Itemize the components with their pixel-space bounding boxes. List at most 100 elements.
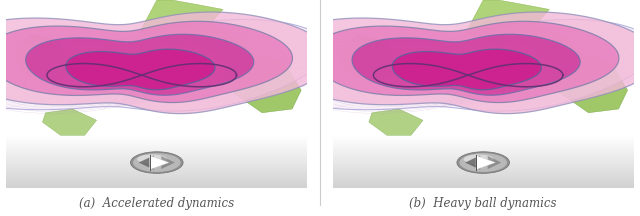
Polygon shape bbox=[392, 49, 541, 90]
Bar bbox=[6, 186, 307, 187]
Bar bbox=[6, 173, 307, 174]
Bar bbox=[6, 149, 307, 150]
Bar bbox=[333, 167, 634, 168]
Bar bbox=[6, 165, 307, 166]
Bar bbox=[6, 175, 307, 176]
Bar bbox=[333, 141, 634, 142]
Bar bbox=[6, 168, 307, 169]
Polygon shape bbox=[250, 19, 640, 111]
Bar bbox=[6, 177, 307, 178]
Bar bbox=[333, 175, 634, 176]
Bar bbox=[6, 178, 307, 179]
Polygon shape bbox=[139, 155, 154, 170]
Bar bbox=[6, 162, 307, 163]
Bar bbox=[333, 139, 634, 140]
Bar bbox=[333, 144, 634, 145]
Bar bbox=[333, 136, 634, 137]
Bar bbox=[333, 145, 634, 146]
Bar bbox=[333, 185, 634, 186]
Bar bbox=[6, 147, 307, 148]
Bar bbox=[333, 176, 634, 177]
Bar bbox=[6, 183, 307, 184]
Bar bbox=[333, 160, 634, 161]
Bar bbox=[333, 138, 634, 139]
Bar bbox=[333, 161, 634, 162]
Bar bbox=[6, 152, 307, 153]
Bar bbox=[333, 181, 634, 182]
Bar bbox=[6, 184, 307, 185]
Bar bbox=[333, 142, 634, 143]
Bar bbox=[6, 0, 307, 135]
Bar bbox=[6, 182, 307, 183]
Bar bbox=[6, 179, 307, 180]
Bar bbox=[6, 139, 307, 140]
Polygon shape bbox=[42, 109, 97, 135]
Bar bbox=[6, 169, 307, 170]
Bar bbox=[333, 156, 634, 157]
Bar bbox=[6, 159, 307, 160]
Bar bbox=[6, 144, 307, 145]
Bar bbox=[6, 166, 307, 167]
Bar bbox=[6, 148, 307, 149]
Bar bbox=[333, 170, 634, 171]
Bar bbox=[6, 143, 307, 144]
Bar bbox=[333, 150, 634, 151]
Bar bbox=[333, 169, 634, 170]
Bar bbox=[6, 171, 307, 172]
Bar bbox=[333, 165, 634, 166]
Bar bbox=[333, 179, 634, 180]
Polygon shape bbox=[181, 22, 262, 71]
Bar bbox=[6, 155, 307, 156]
Polygon shape bbox=[508, 22, 589, 71]
Polygon shape bbox=[339, 34, 399, 84]
Bar bbox=[6, 142, 307, 143]
Bar bbox=[333, 149, 634, 150]
Bar bbox=[6, 150, 307, 151]
Bar bbox=[333, 135, 634, 136]
Bar bbox=[333, 151, 634, 152]
Bar bbox=[333, 162, 634, 163]
Bar bbox=[333, 143, 634, 144]
Bar bbox=[333, 172, 634, 173]
Polygon shape bbox=[312, 21, 619, 103]
Bar bbox=[333, 137, 634, 138]
Ellipse shape bbox=[463, 154, 493, 164]
Polygon shape bbox=[0, 12, 332, 114]
Polygon shape bbox=[139, 0, 223, 45]
Bar bbox=[6, 145, 307, 146]
Bar bbox=[6, 176, 307, 177]
Polygon shape bbox=[26, 34, 253, 95]
Bar bbox=[333, 180, 634, 181]
Bar bbox=[333, 140, 634, 141]
Bar bbox=[333, 163, 634, 164]
Bar bbox=[333, 146, 634, 147]
Bar bbox=[6, 138, 307, 139]
Bar bbox=[333, 164, 634, 165]
Ellipse shape bbox=[137, 154, 167, 164]
Bar bbox=[333, 174, 634, 175]
Polygon shape bbox=[549, 53, 628, 113]
Text: (b)  Heavy ball dynamics: (b) Heavy ball dynamics bbox=[410, 197, 557, 210]
Bar bbox=[333, 147, 634, 148]
Bar bbox=[333, 186, 634, 187]
Bar bbox=[6, 170, 307, 171]
Polygon shape bbox=[150, 155, 169, 170]
Bar bbox=[6, 154, 307, 155]
Polygon shape bbox=[223, 53, 301, 113]
Bar bbox=[6, 146, 307, 147]
Bar bbox=[6, 161, 307, 162]
Polygon shape bbox=[476, 155, 495, 170]
Bar bbox=[6, 156, 307, 157]
Polygon shape bbox=[465, 0, 549, 45]
Bar bbox=[6, 167, 307, 168]
Bar bbox=[6, 185, 307, 186]
Ellipse shape bbox=[131, 152, 183, 173]
Bar bbox=[333, 152, 634, 153]
Bar bbox=[6, 157, 307, 158]
Bar bbox=[6, 180, 307, 181]
Bar bbox=[6, 174, 307, 175]
Bar bbox=[333, 153, 634, 154]
Bar bbox=[6, 172, 307, 173]
Polygon shape bbox=[66, 49, 215, 90]
Polygon shape bbox=[161, 156, 175, 169]
